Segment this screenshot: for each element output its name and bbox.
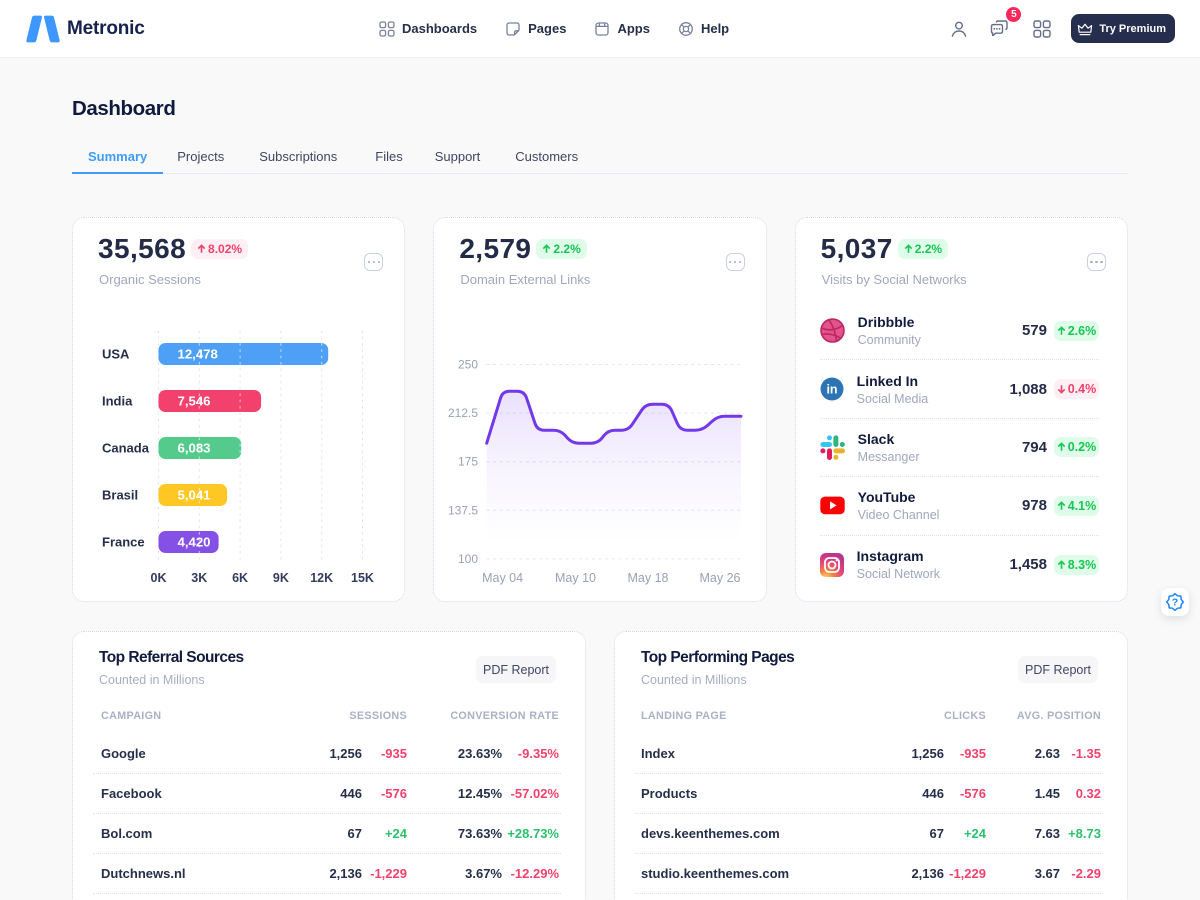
svg-text:0K: 0K <box>151 571 167 585</box>
svg-text:15K: 15K <box>351 571 374 585</box>
svg-text:250: 250 <box>458 358 478 372</box>
svg-text:100: 100 <box>458 552 478 566</box>
svg-text:India: India <box>102 394 133 409</box>
svg-text:3K: 3K <box>191 571 207 585</box>
svg-text:Canada: Canada <box>102 441 150 456</box>
svg-text:France: France <box>102 535 145 550</box>
svg-text:212.5: 212.5 <box>448 406 478 420</box>
svg-text:12,478: 12,478 <box>178 347 218 362</box>
svg-text:May 18: May 18 <box>628 571 669 585</box>
svg-text:?: ? <box>1172 596 1178 608</box>
svg-text:4,420: 4,420 <box>178 535 211 550</box>
svg-text:in: in <box>826 383 837 397</box>
svg-text:USA: USA <box>102 347 130 362</box>
svg-text:9K: 9K <box>273 571 289 585</box>
svg-text:6,083: 6,083 <box>178 441 211 456</box>
svg-text:175: 175 <box>458 455 478 469</box>
svg-text:137.5: 137.5 <box>448 503 478 517</box>
svg-text:Brasil: Brasil <box>102 488 138 503</box>
svg-text:May 10: May 10 <box>555 571 596 585</box>
svg-text:5,041: 5,041 <box>178 488 211 503</box>
svg-text:May 04: May 04 <box>482 571 523 585</box>
svg-text:6K: 6K <box>232 571 248 585</box>
svg-text:May 26: May 26 <box>700 571 741 585</box>
svg-text:12K: 12K <box>310 571 333 585</box>
svg-text:7,546: 7,546 <box>178 394 211 409</box>
